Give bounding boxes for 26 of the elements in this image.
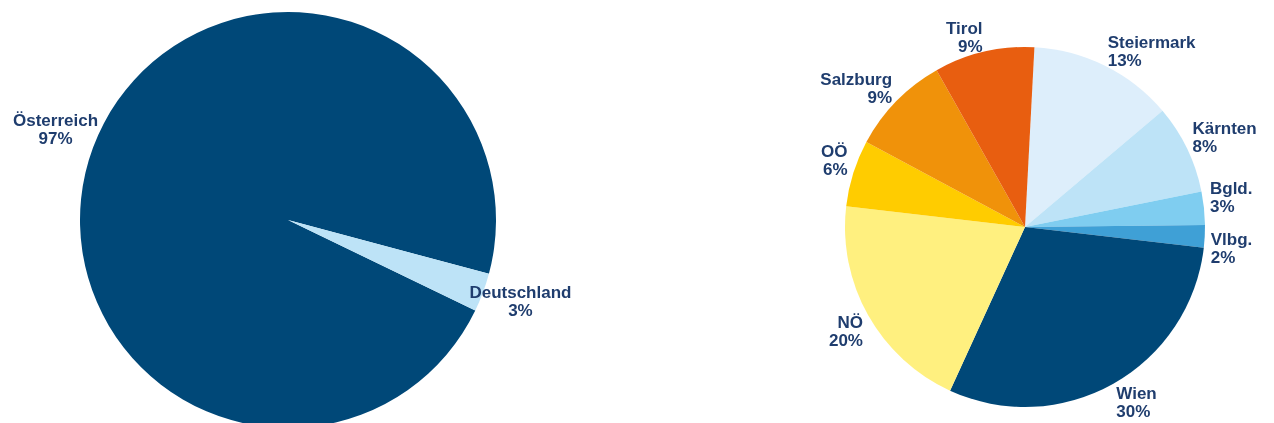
data-label: 20% — [828, 331, 863, 351]
slice-label: Steiermark — [1107, 33, 1197, 53]
data-label: 9% — [957, 36, 983, 56]
slice-label: Wien — [1116, 384, 1157, 404]
pie-slice — [846, 141, 1025, 227]
slice-label: Kärnten — [1192, 119, 1257, 139]
data-label: 2% — [1210, 247, 1236, 267]
slice-label: Deutschland — [469, 283, 572, 303]
slice-label: Bgld. — [1209, 178, 1253, 198]
slice-label: Österreich — [13, 110, 99, 130]
data-label: 3% — [508, 301, 533, 321]
slice-label: NÖ — [837, 313, 863, 333]
slice-label: Salzburg — [820, 69, 893, 89]
slice-label: Tirol — [946, 18, 983, 38]
slice-label: OÖ — [821, 142, 848, 162]
data-label: 97% — [38, 128, 73, 148]
data-label: 13% — [1107, 51, 1142, 71]
data-label: 8% — [1192, 137, 1218, 157]
data-label: 30% — [1116, 402, 1151, 422]
data-label: 3% — [1209, 196, 1235, 216]
slice-label: Vlbg. — [1210, 229, 1253, 249]
data-label: 9% — [867, 87, 893, 107]
pie-slice — [1025, 47, 1163, 227]
pie-slice — [950, 227, 1204, 407]
data-label: 6% — [822, 160, 848, 180]
pie-slice — [1025, 191, 1205, 227]
